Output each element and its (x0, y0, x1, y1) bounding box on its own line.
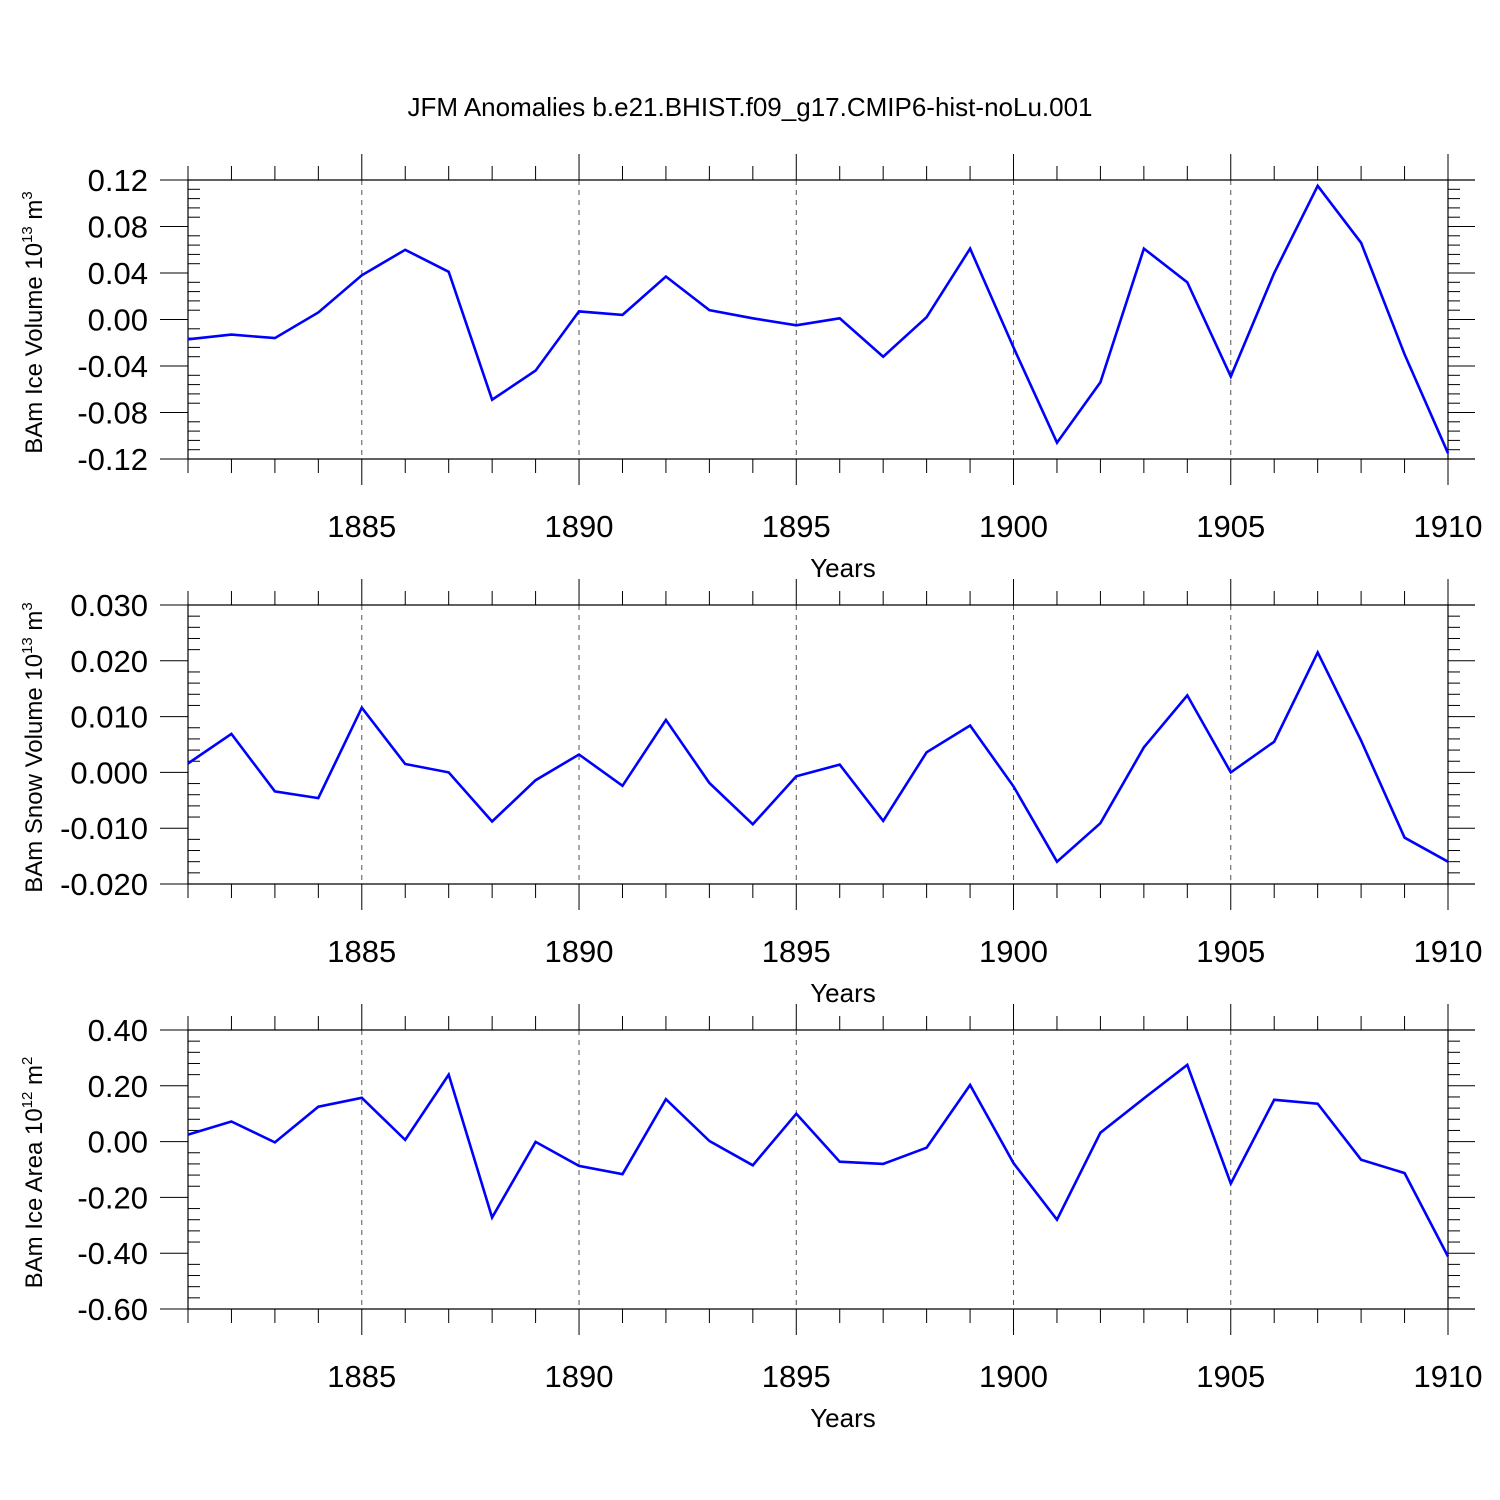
chart-panel-3: -0.60 -0.40 -0.20 0.00 0.20 0.40 1885 1890 1895 1… (19, 1004, 1482, 1433)
x-tick-label: 1900 (979, 1359, 1048, 1394)
y-tick-label: 0.000 (70, 755, 148, 790)
y-axis-label: BAm Snow Volume 1013 m3 (19, 602, 48, 893)
y-tick-label: 0.030 (70, 588, 148, 623)
y-tick-label: 0.12 (88, 163, 148, 198)
y-tick-label: -0.40 (77, 1236, 148, 1271)
y-tick-label: 0.04 (88, 256, 148, 291)
series-line (187, 649, 1449, 864)
x-tick-label: 1890 (545, 934, 614, 969)
x-tick-label: 1885 (327, 934, 396, 969)
y-axis-label: BAm Ice Volume 1013 m3 (19, 191, 48, 453)
x-tick-label: 1905 (1196, 1359, 1265, 1394)
x-tick-label: 1885 (327, 509, 396, 544)
y-tick-label: -0.60 (77, 1292, 148, 1327)
y-tick-label: -0.08 (77, 396, 148, 431)
y-tick-label: -0.020 (60, 867, 148, 902)
y-tick-label: 0.20 (88, 1069, 148, 1104)
y-tick-label: -0.04 (77, 349, 148, 384)
series-line (187, 183, 1450, 454)
y-tick-label: 0.010 (70, 700, 148, 735)
x-tick-label: 1890 (545, 1359, 614, 1394)
series-line (187, 1062, 1450, 1258)
chart-panel-2: -0.020 -0.010 0.000 0.010 0.020 0.030 1885 1890… (19, 579, 1482, 1008)
y-axis-label: BAm Ice Area 1012 m2 (19, 1057, 48, 1289)
y-tick-label: 0.020 (70, 644, 148, 679)
x-tick-label: 1900 (979, 934, 1048, 969)
x-tick-label: 1895 (762, 1359, 831, 1394)
x-tick-label: 1910 (1414, 934, 1483, 969)
x-tick-label: 1895 (762, 509, 831, 544)
x-tick-label: 1890 (545, 509, 614, 544)
x-tick-label: 1905 (1196, 509, 1265, 544)
y-tick-label: 0.00 (88, 1125, 148, 1160)
x-tick-label: 1910 (1414, 1359, 1483, 1394)
y-tick-label: 0.00 (88, 303, 148, 338)
chart-panel-1: -0.12 -0.08 -0.04 0.00 0.04 0.08 0.12 1885 1890 1… (19, 154, 1482, 583)
chart-title: JFM Anomalies b.e21.BHIST.f09_g17.CMIP6-… (407, 92, 1092, 122)
x-tick-label: 1895 (762, 934, 831, 969)
x-axis-label: Years (810, 553, 876, 583)
x-tick-label: 1910 (1414, 509, 1483, 544)
y-tick-label: -0.12 (77, 442, 148, 477)
x-tick-label: 1905 (1196, 934, 1265, 969)
y-tick-label: -0.010 (60, 811, 148, 846)
y-tick-label: 0.08 (88, 210, 148, 245)
y-tick-label: 0.40 (88, 1013, 148, 1048)
x-axis-label: Years (810, 978, 876, 1008)
y-tick-label: -0.20 (77, 1180, 148, 1215)
x-tick-label: 1885 (327, 1359, 396, 1394)
x-tick-label: 1900 (979, 509, 1048, 544)
x-axis-label: Years (810, 1403, 876, 1433)
